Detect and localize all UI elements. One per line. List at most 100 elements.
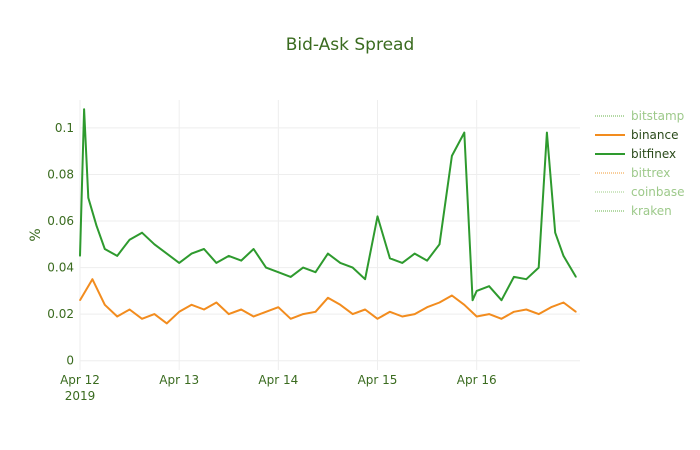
series-line-binance[interactable] [79,278,577,325]
data-point-binance [389,311,391,313]
data-point-bitfinex [413,252,416,255]
y-axis-label: % [28,228,44,241]
data-point-binance [537,313,540,315]
data-point-bitfinex [537,266,540,269]
data-point-binance [289,318,292,320]
data-point-binance [153,313,156,315]
legend-item-coinbase[interactable]: coinbase [595,185,684,199]
series-line-bitfinex[interactable] [79,108,577,302]
data-point-bitfinex [203,248,205,250]
data-point-bitfinex [562,255,565,257]
data-point-bitfinex [95,224,98,227]
data-point-bitfinex [554,231,556,234]
x-tick-label: Apr 16 [457,373,497,387]
data-point-binance [128,308,131,311]
data-point-binance [104,304,106,306]
data-point-binance [364,308,366,311]
data-point-binance [339,304,342,306]
data-point-binance [203,308,205,311]
data-point-binance [513,311,515,313]
data-point-binance [228,313,230,315]
data-point-bitfinex [546,131,548,134]
data-point-binance [463,304,466,306]
data-point-bitfinex [289,276,292,278]
x-tick-label: Apr 13 [159,373,199,387]
y-tick-label: 0.06 [47,214,74,228]
legend-label-binance: binance [631,128,679,142]
data-point-binance [190,304,193,306]
x-axis-ticks: Apr 12 2019 Apr 13 Apr 14 Apr 15 Apr 16 [60,373,497,403]
data-point-bitfinex [104,248,106,250]
data-point-bitfinex [327,252,329,255]
x-tick-label: Apr 15 [358,373,398,387]
series-binance[interactable] [79,278,577,325]
data-point-binance [252,315,255,318]
data-point-binance [438,301,441,304]
data-point-binance [240,308,242,311]
series-bitfinex[interactable] [79,108,577,302]
data-point-bitfinex [339,262,342,264]
legend-item-bitstamp[interactable]: bitstamp [595,109,684,123]
data-point-bitfinex [426,259,428,262]
data-point-binance [91,278,94,281]
data-point-binance [265,311,267,313]
legend-item-bittrex[interactable]: bittrex [595,166,670,180]
data-point-bitfinex [87,197,90,199]
data-point-bitfinex [471,299,474,302]
data-point-bitfinex [364,278,366,281]
data-point-bitfinex [302,266,304,269]
data-point-bitfinex [240,259,242,262]
x-tick-label: Apr 14 [258,373,298,387]
data-point-binance [327,297,329,299]
x-tick-label: Apr 12 [60,373,100,387]
data-point-binance [488,313,490,315]
legend-label-bittrex: bittrex [631,166,670,180]
data-point-bitfinex [525,278,528,281]
legend-label-bitstamp: bitstamp [631,109,684,123]
data-point-bitfinex [116,255,118,257]
legend[interactable]: bitstamp binance bitfinex bittrex coinbase kr… [595,109,684,218]
data-point-binance [475,315,478,318]
data-point-binance [413,313,416,315]
data-point-binance [277,306,280,309]
y-tick-label: 0 [66,354,74,368]
data-point-binance [314,311,317,313]
y-tick-label: 0.1 [55,121,74,135]
data-point-bitfinex [575,276,577,278]
data-point-binance [178,311,180,313]
data-point-bitfinex [153,243,156,246]
data-point-binance [451,294,453,297]
data-point-binance [215,301,218,304]
data-point-bitfinex [500,299,503,302]
data-point-binance [302,313,304,315]
data-point-bitfinex [451,155,453,157]
data-point-binance [376,318,379,320]
data-point-binance [79,299,81,302]
data-point-bitfinex [463,131,466,134]
plot-area[interactable] [79,108,577,325]
data-point-bitfinex [277,271,280,274]
data-point-binance [550,306,552,309]
y-tick-label: 0.04 [47,261,74,275]
legend-item-bitfinex[interactable]: bitfinex [595,147,676,161]
legend-label-coinbase: coinbase [631,185,684,199]
data-point-bitfinex [178,262,180,264]
data-point-binance [426,306,428,309]
y-axis-ticks: 0 0.02 0.04 0.06 0.08 0.1 [47,121,74,368]
data-point-bitfinex [141,231,143,234]
data-point-bitfinex [351,266,354,269]
legend-label-kraken: kraken [631,204,672,218]
grid-lines [79,100,580,370]
data-point-bitfinex [128,238,131,241]
legend-item-binance[interactable]: binance [595,128,679,142]
data-point-binance [525,308,528,311]
data-point-bitfinex [314,271,317,274]
data-point-bitfinex [376,215,379,218]
legend-item-kraken[interactable]: kraken [595,204,672,218]
data-point-bitfinex [513,276,515,278]
data-point-binance [166,322,168,325]
data-point-binance [500,318,503,320]
data-point-binance [116,315,118,318]
data-point-bitfinex [389,257,391,260]
